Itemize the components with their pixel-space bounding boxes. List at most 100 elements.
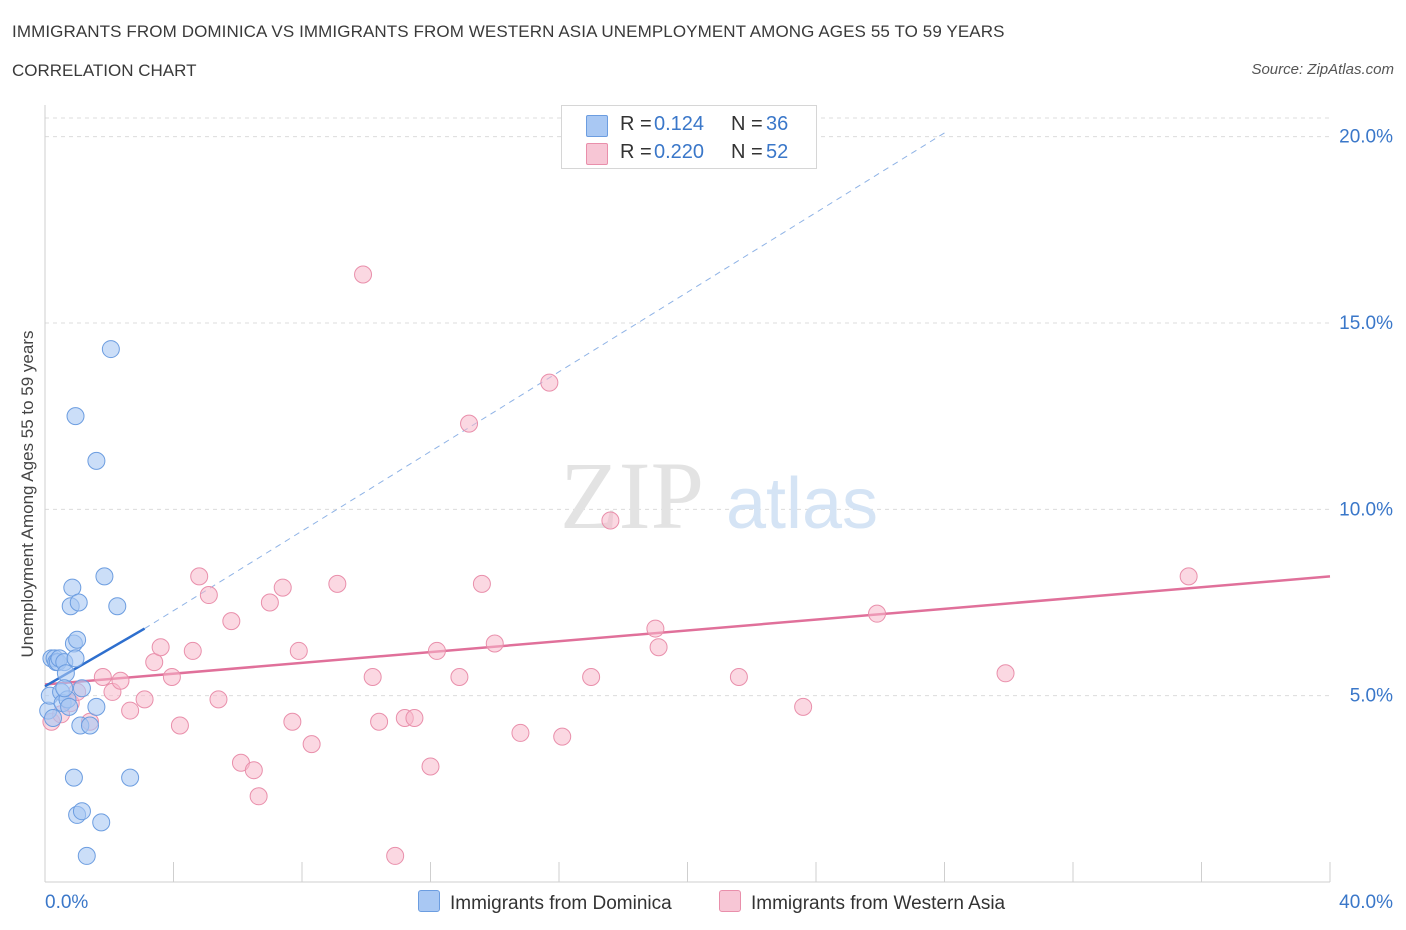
western-asia-point bbox=[93, 668, 112, 687]
y-tick-label: 20.0% bbox=[1339, 127, 1393, 148]
western-asia-point bbox=[540, 373, 559, 392]
western-asia-point bbox=[729, 668, 748, 687]
western-asia-point bbox=[249, 787, 268, 806]
series-legend-dominica: Immigrants from Dominica bbox=[418, 890, 672, 915]
watermark-zip: ZIP bbox=[560, 442, 704, 549]
series-legend-swatch-dominica bbox=[418, 890, 440, 912]
western-asia-point bbox=[511, 723, 530, 742]
western-asia-point bbox=[370, 712, 389, 731]
dominica-point bbox=[66, 649, 85, 668]
western-asia-point bbox=[386, 846, 405, 865]
tick-labels: 5.0% 10.0% 15.0% 20.0% 0.0% 40.0% bbox=[45, 127, 1393, 913]
western-asia-point bbox=[354, 265, 373, 284]
dominica-point bbox=[60, 697, 79, 716]
legend-r-label: R = bbox=[620, 113, 652, 135]
dominica-point bbox=[69, 593, 88, 612]
watermark-atlas: atlas bbox=[726, 464, 878, 544]
legend-n-value: 36 bbox=[766, 113, 789, 135]
western-asia-point bbox=[260, 593, 279, 612]
legend-swatch-dominica bbox=[586, 115, 608, 137]
source-credit: Source: ZipAtlas.com bbox=[1251, 61, 1394, 78]
legend-r-label: R = bbox=[620, 141, 652, 163]
western-asia-point bbox=[649, 638, 668, 657]
western-asia-point bbox=[405, 709, 424, 728]
axis-layer bbox=[44, 105, 1331, 883]
series-legend-label-western-asia: Immigrants from Western Asia bbox=[751, 893, 1006, 914]
series-legend-swatch-western-asia bbox=[719, 890, 741, 912]
western-asia-point bbox=[170, 716, 189, 735]
series-legend-label-dominica: Immigrants from Dominica bbox=[450, 893, 672, 914]
western-asia-point bbox=[601, 511, 620, 530]
western-asia-point bbox=[553, 727, 572, 746]
western-asia-point bbox=[582, 668, 601, 687]
dominica-point bbox=[72, 802, 91, 821]
western-asia-point bbox=[996, 664, 1015, 683]
western-asia-points bbox=[42, 265, 1198, 865]
chart-title: IMMIGRANTS FROM DOMINICA VS IMMIGRANTS F… bbox=[12, 22, 1005, 41]
western-asia-point bbox=[646, 619, 665, 638]
dominica-point bbox=[55, 679, 74, 698]
dominica-point bbox=[87, 697, 106, 716]
dominica-point bbox=[72, 679, 91, 698]
dominica-point bbox=[95, 567, 114, 586]
dominica-point bbox=[87, 451, 106, 470]
dominica-points bbox=[39, 340, 140, 865]
legend-r-value: 0.220 bbox=[654, 141, 705, 163]
dominica-trend-extension bbox=[144, 132, 945, 630]
western-asia-point bbox=[121, 701, 140, 720]
western-asia-point bbox=[162, 668, 181, 687]
western-asia-point bbox=[794, 697, 813, 716]
western-asia-point bbox=[135, 690, 154, 709]
western-asia-point bbox=[450, 668, 469, 687]
series-legend-western-asia: Immigrants from Western Asia bbox=[719, 890, 1005, 915]
western-asia-point bbox=[460, 414, 479, 433]
western-asia-point bbox=[145, 653, 164, 672]
dominica-point bbox=[80, 716, 99, 735]
western-asia-point bbox=[209, 690, 228, 709]
western-asia-point bbox=[427, 641, 446, 660]
western-asia-point bbox=[363, 668, 382, 687]
western-asia-trend-line bbox=[44, 575, 1331, 686]
dominica-point bbox=[63, 578, 82, 597]
western-asia-point bbox=[199, 586, 218, 605]
grid-layer bbox=[45, 117, 1330, 697]
correlation-legend: R = 0.124 N = 36 R = 0.220 N = 52 bbox=[561, 105, 817, 169]
y-tick-label: 10.0% bbox=[1339, 499, 1393, 520]
y-tick-label: 15.0% bbox=[1339, 313, 1393, 334]
dominica-point bbox=[77, 846, 96, 865]
western-asia-point bbox=[1179, 567, 1198, 586]
western-asia-point bbox=[421, 757, 440, 776]
dominica-point bbox=[101, 340, 120, 359]
western-asia-point bbox=[222, 612, 241, 631]
dominica-point bbox=[108, 597, 127, 616]
western-asia-point bbox=[302, 735, 321, 754]
western-asia-point bbox=[868, 604, 887, 623]
dominica-point bbox=[66, 407, 85, 426]
trend-layer bbox=[44, 132, 1331, 688]
western-asia-point bbox=[151, 638, 170, 657]
western-asia-point bbox=[289, 641, 308, 660]
chart-subtitle: CORRELATION CHART bbox=[12, 61, 197, 80]
dominica-point bbox=[68, 630, 87, 649]
western-asia-point bbox=[283, 712, 302, 731]
western-asia-point bbox=[472, 574, 491, 593]
western-asia-point bbox=[328, 574, 347, 593]
western-asia-point bbox=[111, 671, 130, 690]
western-asia-point bbox=[273, 578, 292, 597]
western-asia-point bbox=[244, 761, 263, 780]
watermark: ZIP atlas bbox=[560, 442, 878, 549]
x-tick-label: 40.0% bbox=[1339, 892, 1393, 913]
western-asia-point bbox=[485, 634, 504, 653]
dominica-point bbox=[64, 768, 83, 787]
dominica-point bbox=[121, 768, 140, 787]
y-tick-label: 5.0% bbox=[1350, 686, 1393, 707]
western-asia-point bbox=[190, 567, 209, 586]
legend-n-value: 52 bbox=[766, 141, 789, 163]
legend-n-label: N = bbox=[731, 141, 763, 163]
legend-swatch-western-asia bbox=[586, 143, 608, 165]
dominica-point bbox=[44, 709, 63, 728]
dominica-point bbox=[56, 664, 75, 683]
western-asia-point bbox=[183, 641, 202, 660]
legend-r-value: 0.124 bbox=[654, 113, 705, 135]
